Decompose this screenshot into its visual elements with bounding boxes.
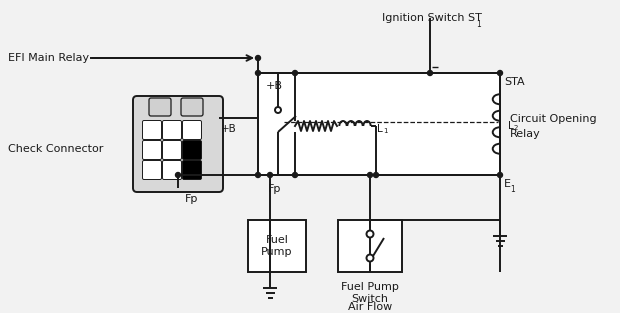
Text: 1: 1 <box>383 128 388 134</box>
Circle shape <box>255 70 260 75</box>
Text: L: L <box>377 124 383 134</box>
Text: Fp: Fp <box>185 194 198 204</box>
Text: STA: STA <box>504 77 525 87</box>
Text: L: L <box>508 121 514 131</box>
Text: 1: 1 <box>476 20 480 29</box>
Text: 2: 2 <box>514 125 518 131</box>
Text: EFI Main Relay: EFI Main Relay <box>8 53 89 63</box>
Text: Fuel Pump
Switch: Fuel Pump Switch <box>341 282 399 304</box>
Circle shape <box>293 172 298 177</box>
Circle shape <box>497 172 502 177</box>
Text: Air Flow
Meter: Air Flow Meter <box>348 302 392 313</box>
Text: 1: 1 <box>510 185 515 194</box>
FancyBboxPatch shape <box>133 96 223 192</box>
Bar <box>258 73 500 175</box>
FancyBboxPatch shape <box>182 121 202 140</box>
Text: Check Connector: Check Connector <box>8 144 104 154</box>
Circle shape <box>267 172 273 177</box>
Text: Fp: Fp <box>268 184 281 194</box>
Circle shape <box>366 254 373 261</box>
Circle shape <box>497 70 502 75</box>
Text: Fuel
Pump: Fuel Pump <box>261 235 293 257</box>
Text: +B: +B <box>221 124 237 134</box>
FancyBboxPatch shape <box>182 141 202 160</box>
FancyBboxPatch shape <box>162 141 182 160</box>
Bar <box>338 220 402 272</box>
Text: +B: +B <box>266 81 283 91</box>
FancyBboxPatch shape <box>182 161 202 179</box>
Circle shape <box>255 55 260 60</box>
Text: E: E <box>504 179 511 189</box>
FancyBboxPatch shape <box>162 161 182 179</box>
Circle shape <box>255 172 260 177</box>
Circle shape <box>275 107 281 113</box>
FancyBboxPatch shape <box>143 141 161 160</box>
Bar <box>248 220 306 272</box>
FancyBboxPatch shape <box>143 121 161 140</box>
FancyBboxPatch shape <box>162 121 182 140</box>
Circle shape <box>368 172 373 177</box>
Circle shape <box>366 230 373 238</box>
Circle shape <box>428 70 433 75</box>
FancyBboxPatch shape <box>149 98 171 116</box>
Text: Ignition Switch ST: Ignition Switch ST <box>382 13 482 23</box>
FancyBboxPatch shape <box>181 98 203 116</box>
FancyBboxPatch shape <box>143 161 161 179</box>
Circle shape <box>373 172 378 177</box>
Text: Circuit Opening: Circuit Opening <box>510 114 596 124</box>
Circle shape <box>293 70 298 75</box>
Text: Relay: Relay <box>510 129 541 139</box>
Circle shape <box>175 172 180 177</box>
